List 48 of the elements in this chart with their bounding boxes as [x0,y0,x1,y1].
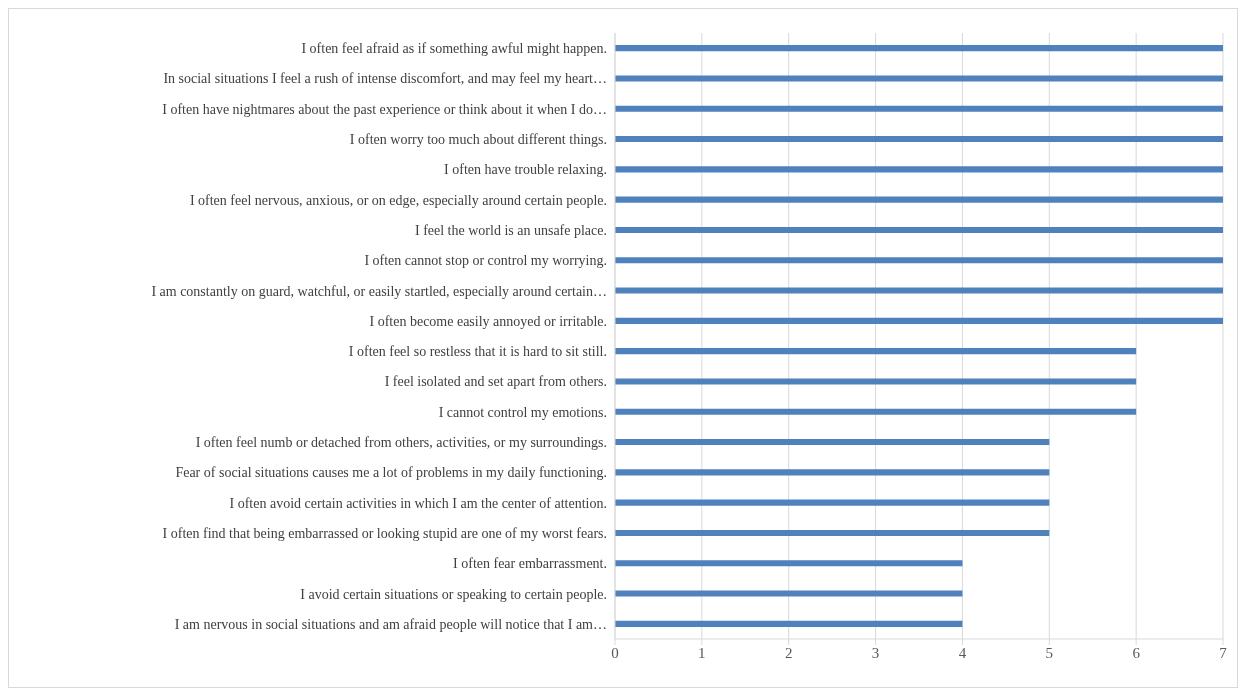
x-tick-label: 1 [698,644,706,661]
y-tick-label: I cannot control my emotions. [438,404,607,420]
bar [615,408,1137,415]
x-tick-label: 2 [784,644,793,661]
y-tick-label: In social situations I feel a rush of intense discomfort, and may feel my heart… [163,71,607,87]
x-tick-label: 4 [958,644,967,661]
bar [615,105,1223,112]
y-tick-label: I feel the world is an unsafe place. [414,222,607,238]
y-tick-label: I feel isolated and set apart from others. [384,374,607,390]
bar [615,287,1223,294]
bar [615,469,1050,476]
x-tick-label: 6 [1132,644,1141,661]
y-tick-label: I often feel nervous, anxious, or on edge, especially around certain people. [189,192,607,208]
y-tick-label: I am nervous in social situations and am afraid people will notice that I am… [174,616,607,632]
bar [615,439,1050,446]
bar [615,136,1223,143]
x-tick-label: 3 [871,644,880,661]
bar [615,590,963,597]
bar [615,45,1223,52]
y-tick-label: I often cannot stop or control my worrying. [364,253,607,269]
bar [615,196,1223,203]
x-tick-label: 5 [1045,644,1054,661]
y-tick-label: I often find that being embarrassed or looking stupid are one of my worst fears. [162,525,607,541]
y-tick-label: I often feel so restless that it is hard to sit still. [348,344,607,360]
bar [615,166,1223,173]
y-tick-label: I often feel afraid as if something awful might happen. [301,41,607,57]
bar [615,620,963,627]
y-tick-label: I often worry too much about different things. [349,132,607,148]
y-tick-label: I often feel numb or detached from others, activities, or my surroundings. [195,435,607,451]
y-tick-label: I often become easily annoyed or irritable. [369,313,607,329]
bar [615,75,1223,82]
bar [615,529,1050,536]
y-tick-label: Fear of social situations causes me a lot of problems in my daily functioning. [175,465,607,481]
y-tick-label: I avoid certain situations or speaking to certain people. [300,586,607,602]
y-tick-label: I often have trouble relaxing. [444,162,607,178]
y-tick-label: I often avoid certain activities in which I am the center of attention. [229,495,607,511]
y-tick-label: I am constantly on guard, watchful, or easily startled, especially around certain… [151,283,607,299]
bar [615,257,1223,264]
bar [615,560,963,567]
x-tick-label: 0 [611,644,619,661]
y-tick-label: I often have nightmares about the past experience or think about it when I do… [162,101,607,117]
y-tick-label: I often fear embarrassment. [453,556,607,572]
bar [615,226,1223,233]
x-tick-label: 7 [1219,644,1228,661]
bar [615,378,1137,385]
bar [615,317,1223,324]
bar [615,499,1050,506]
bar [615,348,1137,355]
